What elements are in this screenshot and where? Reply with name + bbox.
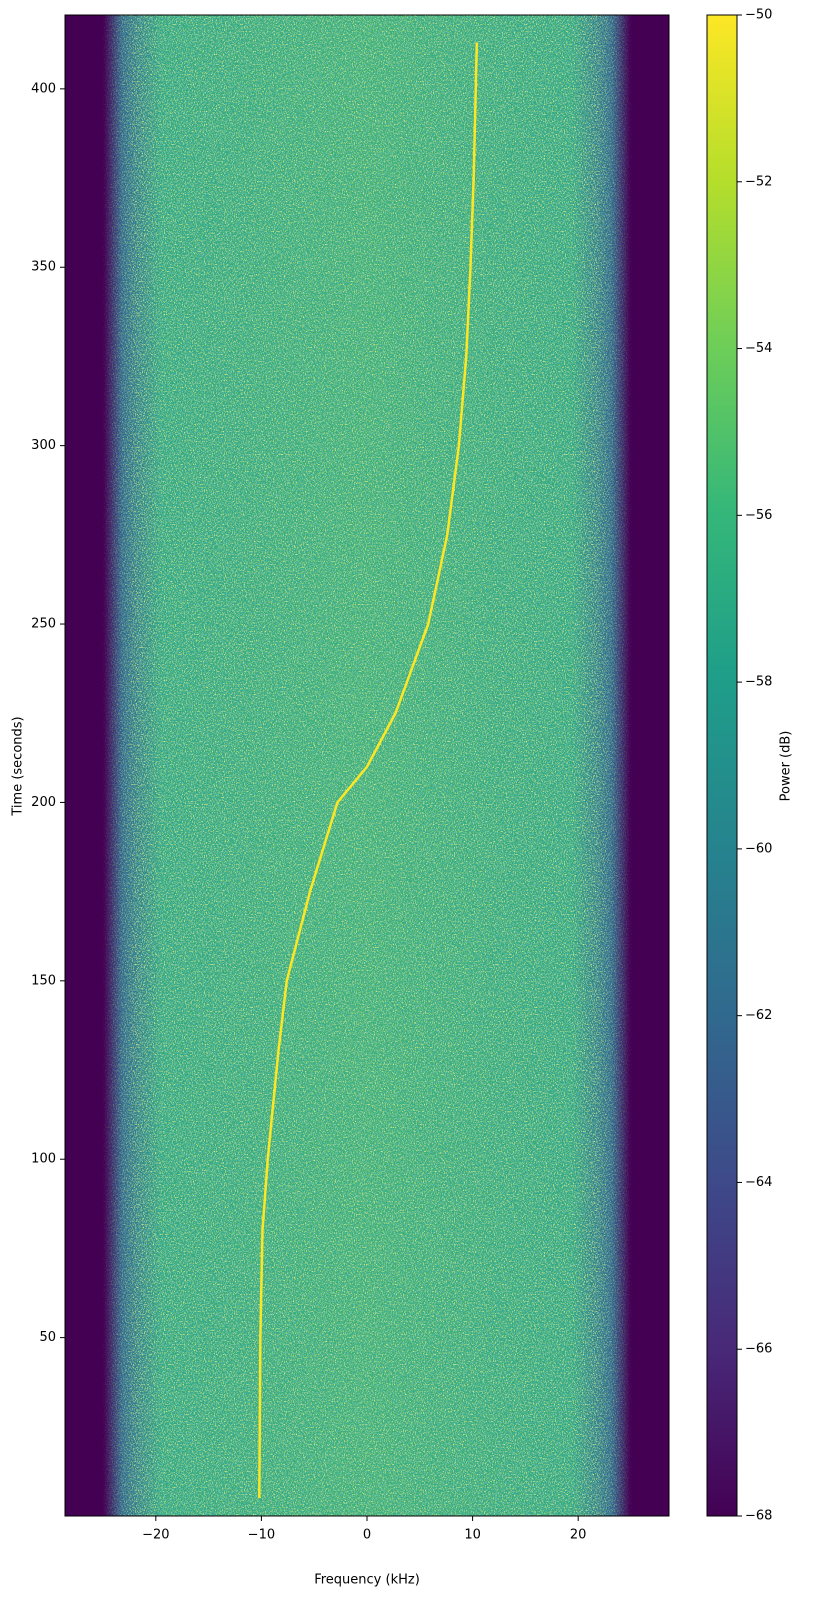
colorbar-label: Power (dB) bbox=[779, 731, 794, 802]
colorbar-tick-label: −60 bbox=[745, 841, 772, 856]
y-tick-label: 150 bbox=[31, 973, 56, 988]
y-tick-label: 50 bbox=[39, 1330, 56, 1345]
colorbar-tick-label: −54 bbox=[745, 341, 772, 356]
y-tick-label: 200 bbox=[31, 795, 56, 810]
colorbar bbox=[706, 14, 738, 1517]
x-tick-label: 10 bbox=[464, 1528, 481, 1543]
plot-area bbox=[258, 42, 479, 1499]
x-tick-label: 0 bbox=[363, 1528, 371, 1543]
doppler-trace bbox=[258, 42, 479, 1499]
colorbar-tick-label: −62 bbox=[745, 1008, 772, 1023]
colorbar-tick-label: −58 bbox=[745, 675, 772, 690]
x-axis-label: Frequency (kHz) bbox=[314, 1573, 420, 1588]
x-tick-label: −10 bbox=[248, 1528, 275, 1543]
colorbar-tick-label: −66 bbox=[745, 1342, 772, 1357]
colorbar-tick-label: −56 bbox=[745, 508, 772, 523]
colorbar-tick-label: −64 bbox=[745, 1175, 772, 1190]
colorbar-tick-label: −50 bbox=[745, 8, 772, 23]
y-tick-label: 400 bbox=[31, 81, 56, 96]
x-tick-label: −20 bbox=[142, 1528, 169, 1543]
y-tick-label: 300 bbox=[31, 438, 56, 453]
y-tick-label: 350 bbox=[31, 260, 56, 275]
y-axis-label: Time (seconds) bbox=[11, 716, 26, 816]
colorbar-tick-label: −52 bbox=[745, 174, 772, 189]
y-tick-label: 250 bbox=[31, 617, 56, 632]
colorbar-tick-label: −68 bbox=[745, 1509, 772, 1524]
x-tick-label: 20 bbox=[570, 1528, 587, 1543]
y-tick-label: 100 bbox=[31, 1152, 56, 1167]
